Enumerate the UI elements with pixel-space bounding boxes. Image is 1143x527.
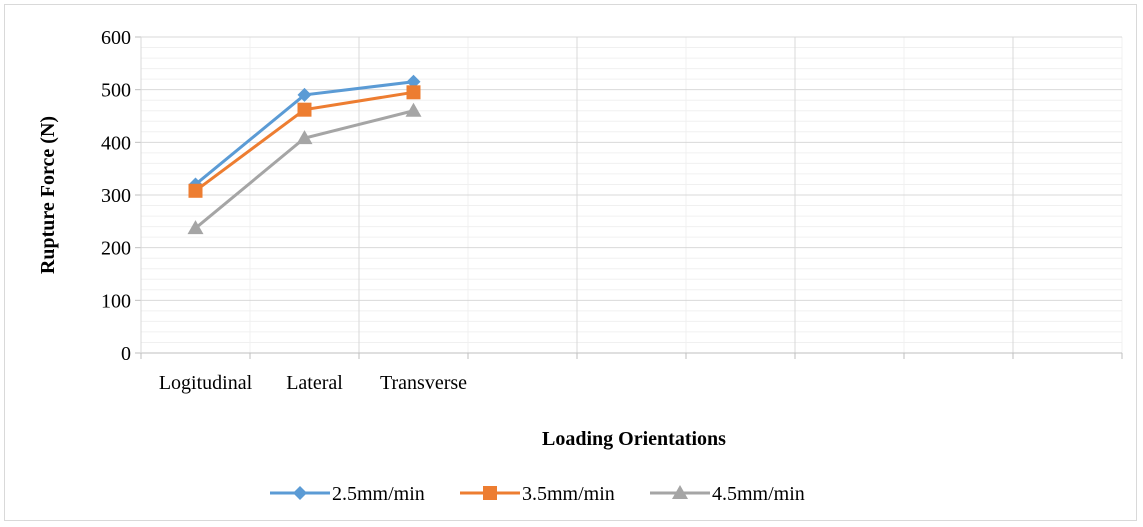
data-point — [405, 102, 422, 117]
y-axis-title: Rupture Force (N) — [37, 116, 59, 274]
label-layer: 0 100 200 300 400 500 600 Logitudinal Lateral Tra… — [101, 27, 467, 394]
y-tick-label: 100 — [101, 290, 131, 312]
data-point — [188, 183, 203, 198]
x-tick-label: Lateral — [286, 372, 343, 394]
y-tick-label: 600 — [101, 27, 131, 49]
series-line — [194, 109, 414, 230]
data-point — [296, 130, 313, 145]
legend-marker — [293, 486, 307, 500]
data-point — [297, 87, 312, 102]
legend: 2.5mm/min 3.5mm/min 4.5mm/min — [270, 483, 805, 505]
x-tick-label: Transverse — [380, 372, 467, 394]
data-point — [187, 220, 204, 235]
y-tick-label: 0 — [121, 343, 131, 365]
data-point — [406, 85, 421, 100]
y-tick-label: 500 — [101, 80, 131, 102]
x-axis-title: Loading Orientations — [542, 428, 726, 450]
legend-label: 3.5mm/min — [522, 483, 615, 505]
x-tick-label: Logitudinal — [159, 372, 253, 394]
data-point — [406, 74, 421, 89]
legend-label: 2.5mm/min — [332, 483, 425, 505]
y-tick-label: 400 — [101, 132, 131, 154]
legend-marker — [483, 486, 497, 500]
legend-marker — [672, 485, 688, 499]
legend-label: 4.5mm/min — [712, 483, 805, 505]
y-tick-label: 300 — [101, 185, 131, 207]
y-tick-label: 200 — [101, 238, 131, 260]
data-point — [297, 102, 312, 117]
series-layer — [187, 74, 422, 235]
grid-layer — [140, 36, 1123, 353]
axis-layer — [135, 36, 1123, 359]
